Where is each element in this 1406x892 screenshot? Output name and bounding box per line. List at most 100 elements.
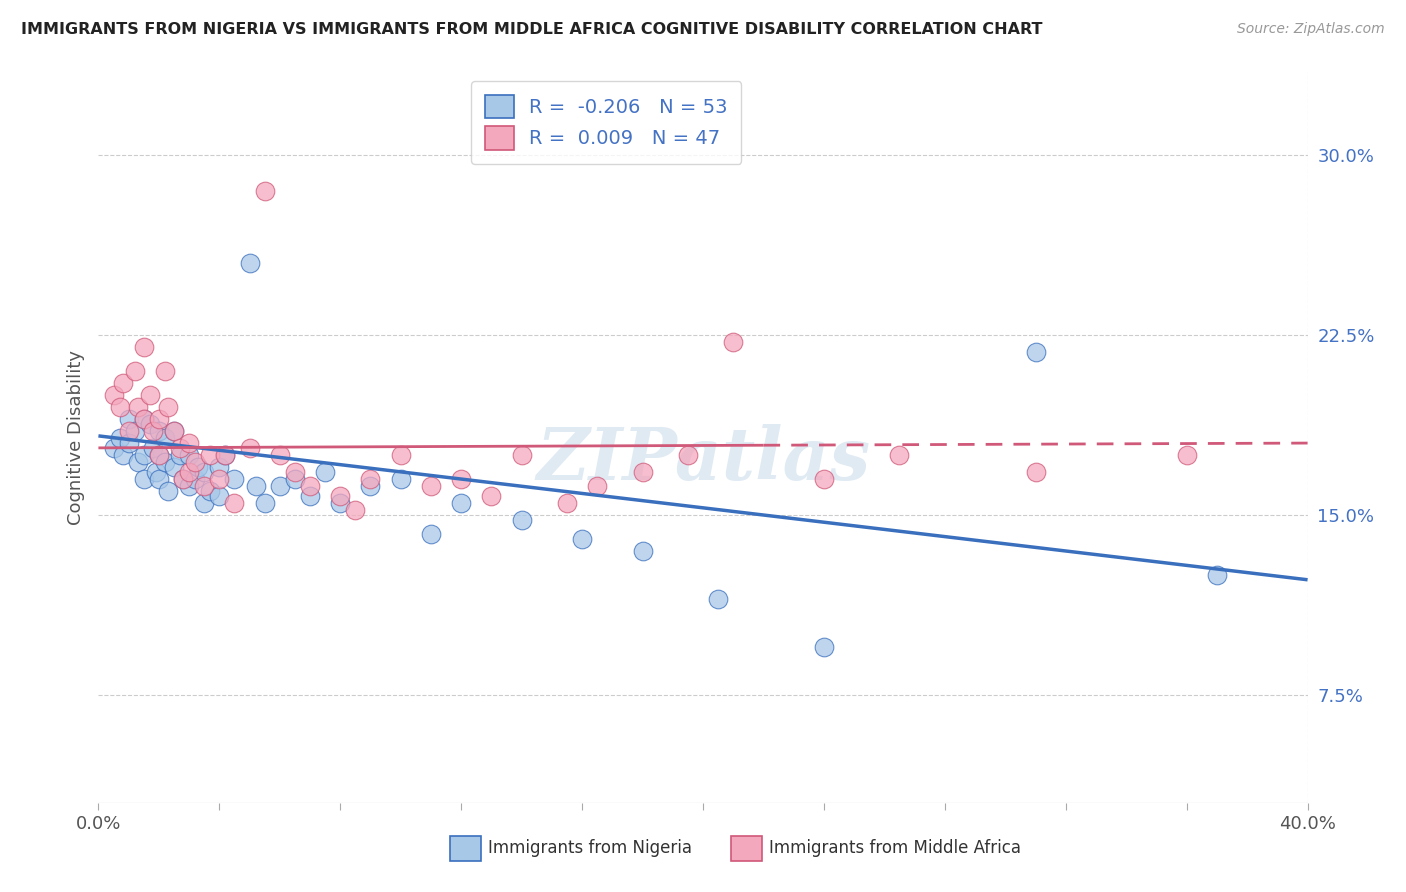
Point	[510, 513, 533, 527]
Point	[224, 496, 246, 510]
Text: ZIPatlas: ZIPatlas	[536, 424, 870, 494]
Point	[299, 489, 322, 503]
Point	[145, 465, 167, 479]
Point	[329, 489, 352, 503]
Point	[132, 412, 155, 426]
Point	[153, 455, 176, 469]
Point	[284, 472, 307, 486]
Point	[813, 472, 835, 486]
Point	[344, 503, 367, 517]
Point	[723, 335, 745, 350]
Point	[1024, 345, 1046, 359]
Point	[299, 479, 322, 493]
Point	[253, 184, 276, 198]
Point	[127, 455, 149, 469]
Point	[420, 527, 443, 541]
Point	[631, 544, 654, 558]
Point	[239, 441, 262, 455]
Point	[200, 483, 222, 498]
Point	[142, 424, 165, 438]
Point	[253, 496, 276, 510]
Point	[163, 424, 186, 438]
Point	[148, 412, 170, 426]
Point	[450, 496, 472, 510]
Point	[555, 496, 578, 510]
Point	[111, 376, 134, 391]
Text: Immigrants from Nigeria: Immigrants from Nigeria	[488, 839, 692, 857]
Point	[172, 472, 194, 486]
Point	[1175, 448, 1198, 462]
Point	[108, 431, 131, 445]
Point	[360, 472, 382, 486]
Point	[169, 448, 191, 462]
Point	[156, 483, 179, 498]
Point	[329, 496, 352, 510]
Point	[111, 448, 134, 462]
Point	[193, 465, 215, 479]
Point	[269, 448, 291, 462]
Point	[108, 400, 131, 414]
Point	[139, 388, 162, 402]
Point	[314, 465, 336, 479]
Point	[193, 479, 215, 493]
Point	[389, 448, 412, 462]
Point	[139, 417, 162, 431]
Point	[208, 460, 231, 475]
Point	[169, 441, 191, 455]
Point	[245, 479, 267, 493]
Point	[420, 479, 443, 493]
Point	[124, 364, 146, 378]
Point	[132, 448, 155, 462]
Point	[676, 448, 699, 462]
Point	[118, 412, 141, 426]
Point	[127, 400, 149, 414]
Point	[148, 472, 170, 486]
Point	[163, 424, 186, 438]
Point	[214, 448, 236, 462]
Point	[813, 640, 835, 654]
Point	[156, 400, 179, 414]
Point	[1206, 568, 1229, 582]
Point	[208, 489, 231, 503]
Point	[450, 472, 472, 486]
Point	[214, 448, 236, 462]
Point	[889, 448, 911, 462]
Point	[360, 479, 382, 493]
Point	[586, 479, 609, 493]
Text: Immigrants from Middle Africa: Immigrants from Middle Africa	[769, 839, 1021, 857]
Point	[1024, 465, 1046, 479]
Point	[103, 388, 125, 402]
Point	[571, 532, 593, 546]
Point	[153, 431, 176, 445]
Point	[510, 448, 533, 462]
Point	[208, 472, 231, 486]
Point	[148, 448, 170, 462]
Point	[118, 424, 141, 438]
Point	[269, 479, 291, 493]
Point	[132, 472, 155, 486]
Point	[132, 340, 155, 354]
Point	[179, 465, 201, 479]
Point	[118, 436, 141, 450]
Point	[631, 465, 654, 479]
Point	[184, 472, 207, 486]
Point	[187, 460, 209, 475]
Point	[153, 364, 176, 378]
Point	[148, 424, 170, 438]
Point	[103, 441, 125, 455]
Point	[124, 424, 146, 438]
Point	[184, 455, 207, 469]
Text: IMMIGRANTS FROM NIGERIA VS IMMIGRANTS FROM MIDDLE AFRICA COGNITIVE DISABILITY CO: IMMIGRANTS FROM NIGERIA VS IMMIGRANTS FR…	[21, 22, 1043, 37]
Point	[284, 465, 307, 479]
Legend: R =  -0.206   N = 53, R =  0.009   N = 47: R = -0.206 N = 53, R = 0.009 N = 47	[471, 81, 741, 163]
Point	[142, 441, 165, 455]
Point	[172, 472, 194, 486]
Point	[200, 448, 222, 462]
Point	[179, 436, 201, 450]
Point	[193, 496, 215, 510]
Point	[179, 479, 201, 493]
Point	[224, 472, 246, 486]
Text: Source: ZipAtlas.com: Source: ZipAtlas.com	[1237, 22, 1385, 37]
Point	[163, 460, 186, 475]
Point	[179, 448, 201, 462]
